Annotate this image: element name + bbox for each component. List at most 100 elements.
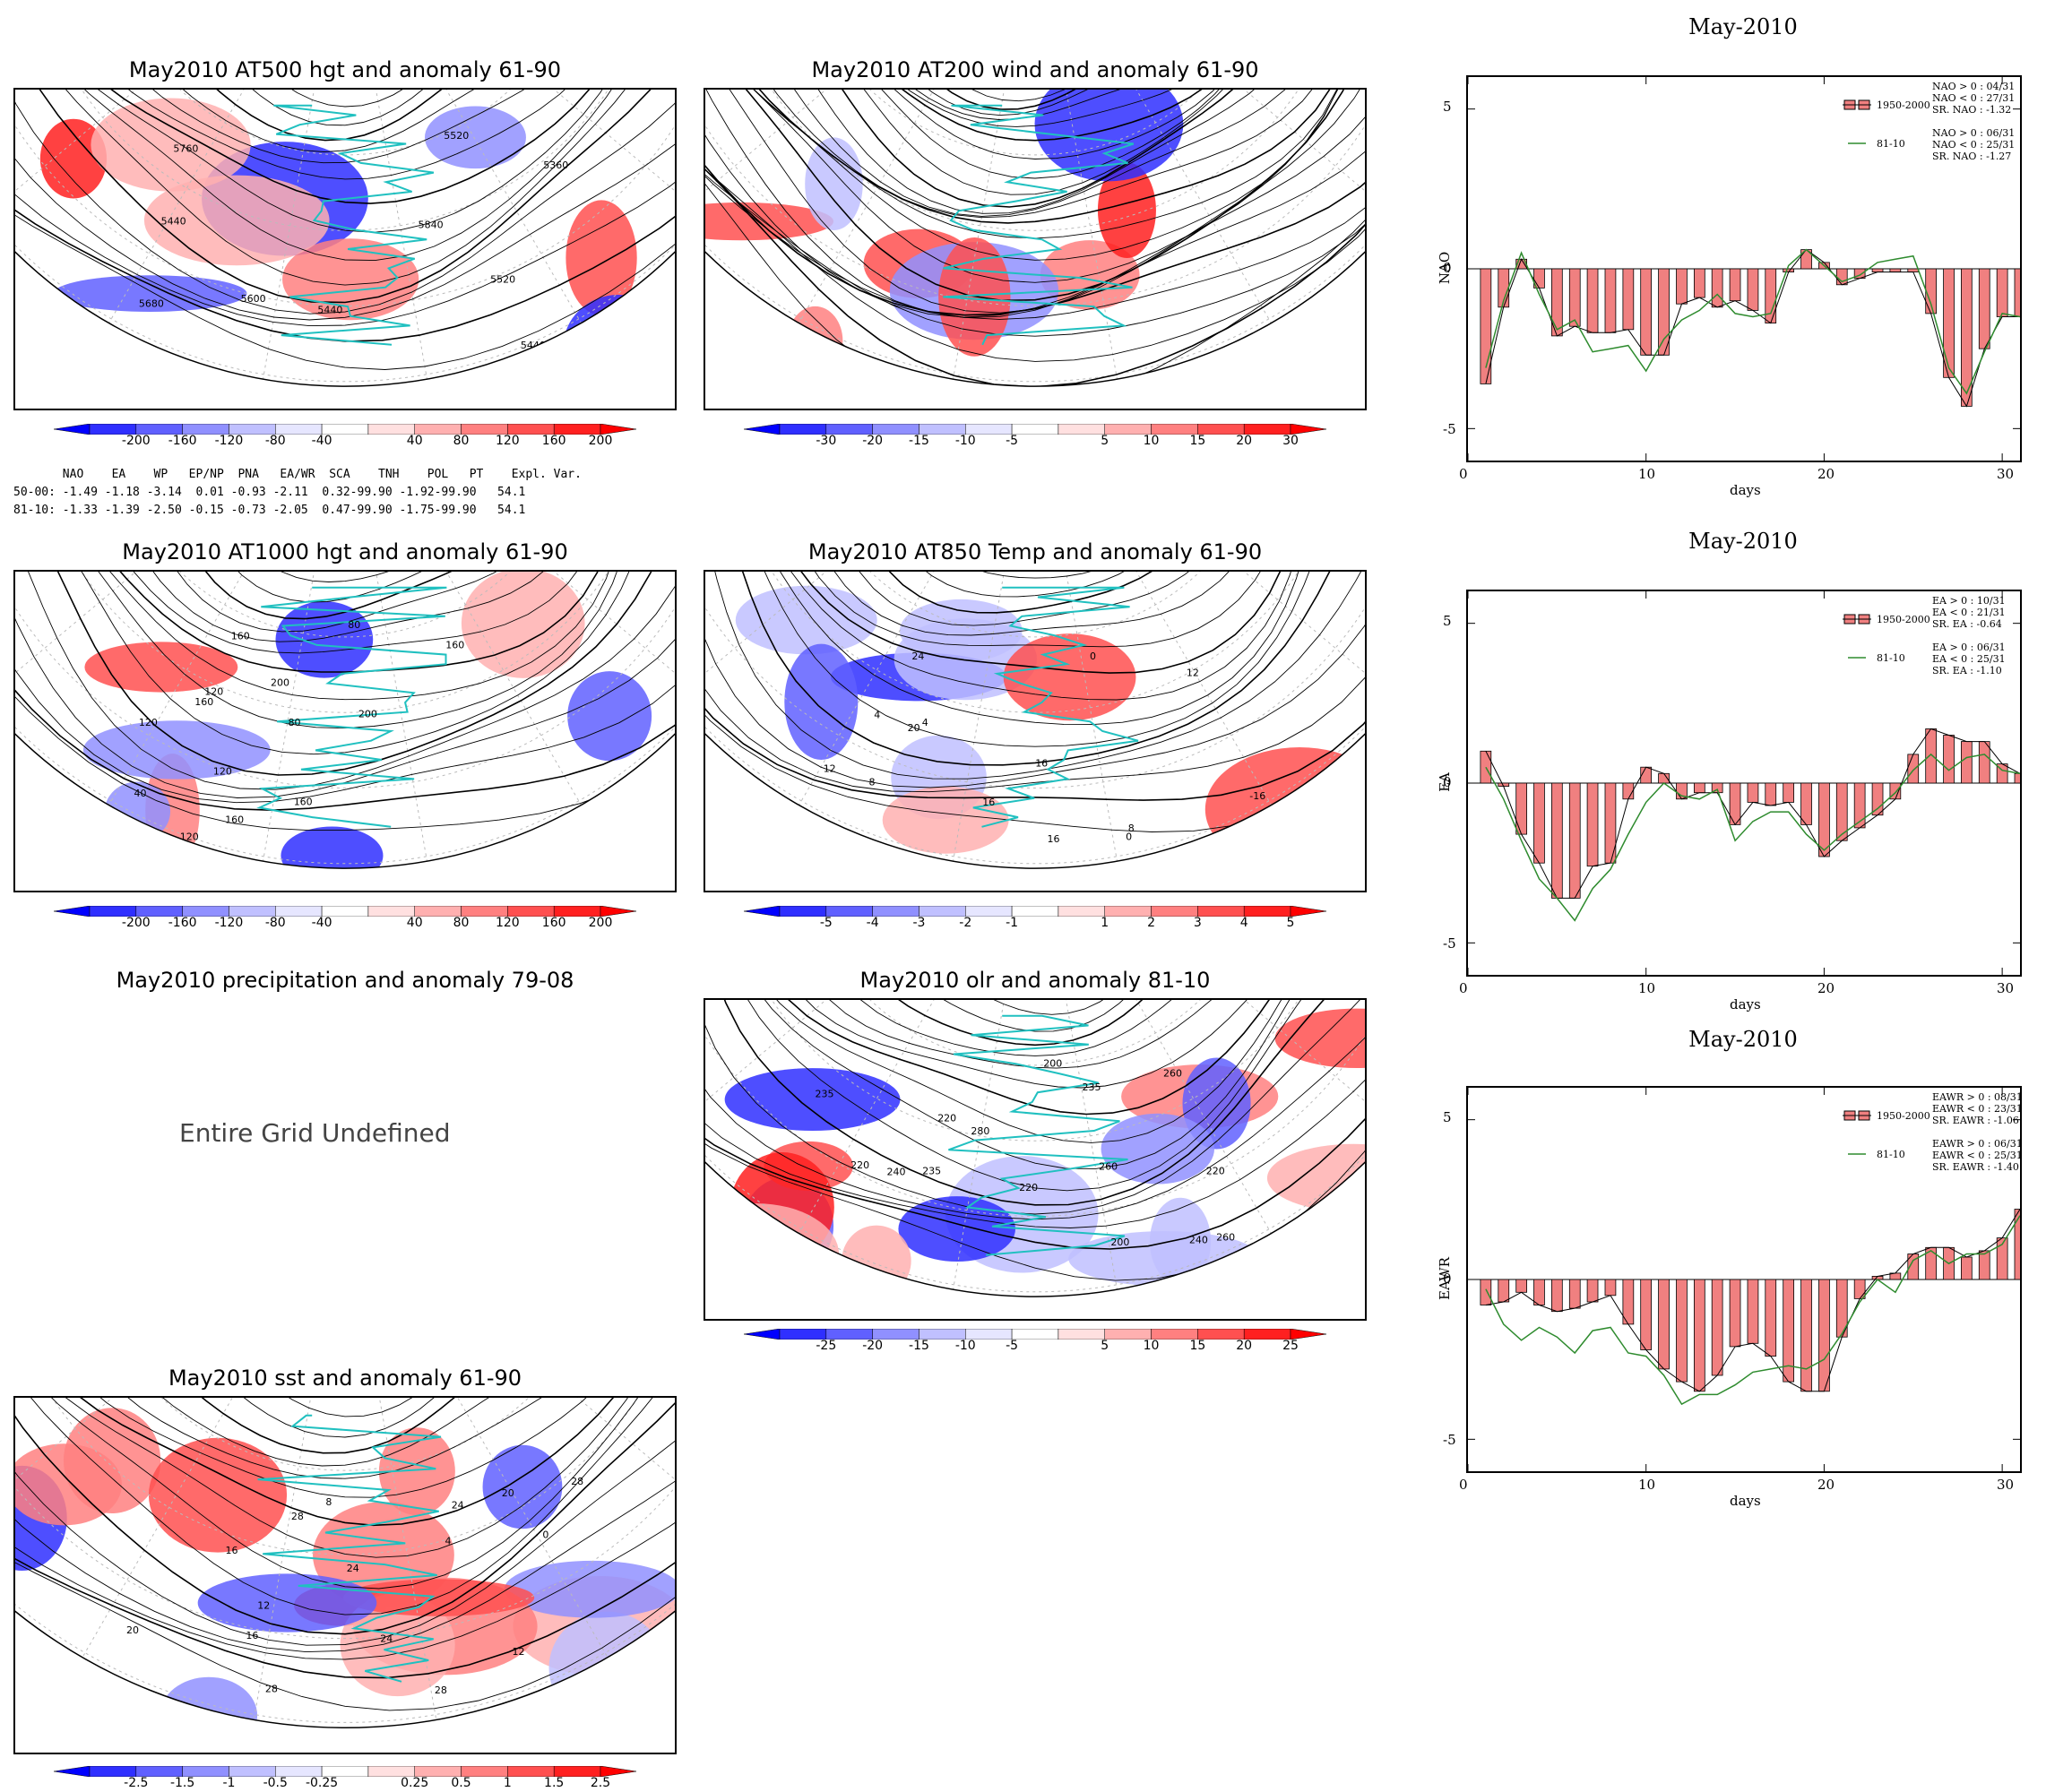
bar-1950-2000: [1622, 268, 1635, 331]
contour-line: [790, 90, 1259, 142]
bar-1950-2000: [1961, 741, 1973, 784]
contour-line: [706, 1000, 1365, 1192]
negative-anomaly: [1034, 90, 1184, 182]
contour-label: 235: [922, 1165, 941, 1176]
coastline: [256, 586, 447, 828]
contour-line: [15, 572, 675, 831]
colorbar: -2.5 -1.5 -1 -0.5 -0.25 0.25 0.5 1 1.5 2.5: [53, 1763, 637, 1790]
map-frame: 160 200 120 160 200 160 80 40 120 160 120 160 120 80: [13, 570, 677, 892]
bar-1950-2000: [1996, 268, 2008, 317]
map-title: May2010 precipitation and anomaly 79-08: [116, 968, 574, 993]
contour-line: [149, 1398, 540, 1417]
contour-label: 120: [139, 717, 158, 728]
x-tick-label: 0: [1459, 980, 1468, 996]
latitude-circle: [718, 1000, 1352, 1142]
contour-line: [705, 1000, 1365, 1206]
colorbar-tick-label: 200: [588, 916, 613, 930]
colorbar-segment: [1011, 423, 1059, 435]
contour-line: [759, 90, 1325, 214]
positive-anomaly: [882, 786, 1009, 854]
x-axis-label: days: [1730, 482, 1761, 498]
map-boundary: [705, 251, 1365, 387]
contour-label: 12: [513, 1646, 525, 1658]
colorbar-tick-label: 3: [1193, 916, 1202, 930]
contour-line: [154, 90, 544, 126]
contour-label: 120: [180, 831, 199, 842]
plot-title: May-2010: [1688, 529, 1798, 554]
bar-1950-2000: [1729, 268, 1741, 302]
y-tick-label: 5: [1443, 613, 1452, 629]
contour-label: 16: [982, 797, 995, 808]
legend-stat: NAO < 0 : 27/31: [1932, 92, 2015, 104]
colorbar-tick-label: -1: [222, 1776, 236, 1790]
positive-anomaly: [705, 202, 834, 241]
contour-label: 5440: [161, 215, 186, 227]
contour-label: 24: [452, 1500, 464, 1512]
coastline: [943, 104, 1135, 346]
contour-label: 160: [231, 630, 250, 642]
map-content: 220 200 235 220 260 240 235 280 220 260 235 200 220 2…: [705, 1000, 1365, 1297]
bar-1950-2000: [1693, 1279, 1705, 1392]
legend-stat: NAO > 0 : 04/31: [1932, 81, 2015, 92]
colorbar-arrow-high: [600, 1765, 637, 1778]
negative-anomaly: [724, 1068, 901, 1132]
meridian: [344, 90, 436, 387]
contour-label: 220: [937, 1113, 956, 1124]
contour-label: 235: [816, 1088, 834, 1099]
contour-label: 8: [1128, 823, 1135, 834]
contour-label: 28: [291, 1511, 304, 1522]
contour-line: [864, 1000, 1211, 1015]
plot-title: May-2010: [1688, 1027, 1798, 1052]
colorbar: -25 -20 -15 -10 -5 5 10 15 20 25: [743, 1326, 1327, 1353]
contour-label: 40: [134, 788, 147, 799]
contour-line: [705, 90, 1365, 362]
contour-line: [865, 90, 1207, 102]
map-title: May2010 olr and anomaly 81-10: [859, 968, 1211, 993]
colorbar-segment: [1058, 1328, 1105, 1340]
contour-label: 28: [571, 1476, 583, 1487]
colorbar-segment: [1058, 905, 1105, 918]
contour-label: 12: [1187, 667, 1199, 678]
latitude-circle: [705, 90, 1365, 307]
bar-1950-2000: [1747, 1279, 1759, 1344]
x-tick-label: 30: [1997, 1477, 2015, 1493]
colorbar: -30 -20 -15 -10 -5 5 10 15 20 30: [743, 421, 1327, 448]
contour-label: 8: [325, 1496, 332, 1508]
colorbar-arrow-low: [743, 423, 781, 435]
colorbar-tick-label: -120: [214, 916, 244, 930]
negative-anomaly: [281, 826, 384, 869]
latitude-circle: [15, 1398, 675, 1640]
contour-line: [94, 572, 598, 642]
negative-anomaly: [424, 106, 526, 169]
bar-1950-2000: [1818, 782, 1830, 857]
contour-label: 220: [850, 1159, 869, 1171]
bar-1950-2000: [1551, 782, 1563, 899]
bar-1950-2000: [1568, 1279, 1581, 1309]
colorbar-segment: [1151, 905, 1198, 918]
contour-line: [739, 1000, 1323, 1116]
bar-1950-2000: [1961, 1256, 1973, 1280]
bar-1950-2000: [1658, 268, 1670, 356]
bar-1950-2000: [1658, 1279, 1670, 1370]
map-frame: 0 4 8 12 16 20 24 16 -16 16 12 0 4 8: [704, 570, 1367, 892]
map-title: May2010 AT1000 hgt and anomaly 61-90: [122, 539, 568, 564]
contour-line: [780, 90, 1263, 159]
contour-line: [43, 572, 618, 673]
contour-line: [705, 1000, 1365, 1281]
map-content: 8 12 16 20 24 28 28 24 20 16 12 4 0 28 24 28: [15, 1398, 675, 1728]
latitude-circle: [793, 1000, 1277, 1066]
colorbar: -200 -160 -120 -80 -40 40 80 120 160 200: [53, 421, 637, 448]
contour-line: [705, 90, 1365, 320]
contour-line: [853, 572, 1225, 598]
meridian: [344, 572, 436, 869]
legend-stat: NAO > 0 : 06/31: [1932, 127, 2015, 139]
y-tick-label: -5: [1443, 421, 1456, 437]
bar-1950-2000: [1515, 1279, 1528, 1293]
colorbar-tick-label: 30: [1282, 434, 1299, 448]
colorbar-arrow-high: [600, 423, 637, 435]
legend-label: 81-10: [1877, 138, 1905, 150]
meridian: [254, 90, 346, 387]
positive-anomaly: [143, 175, 330, 266]
bar-1950-2000: [1568, 782, 1581, 899]
